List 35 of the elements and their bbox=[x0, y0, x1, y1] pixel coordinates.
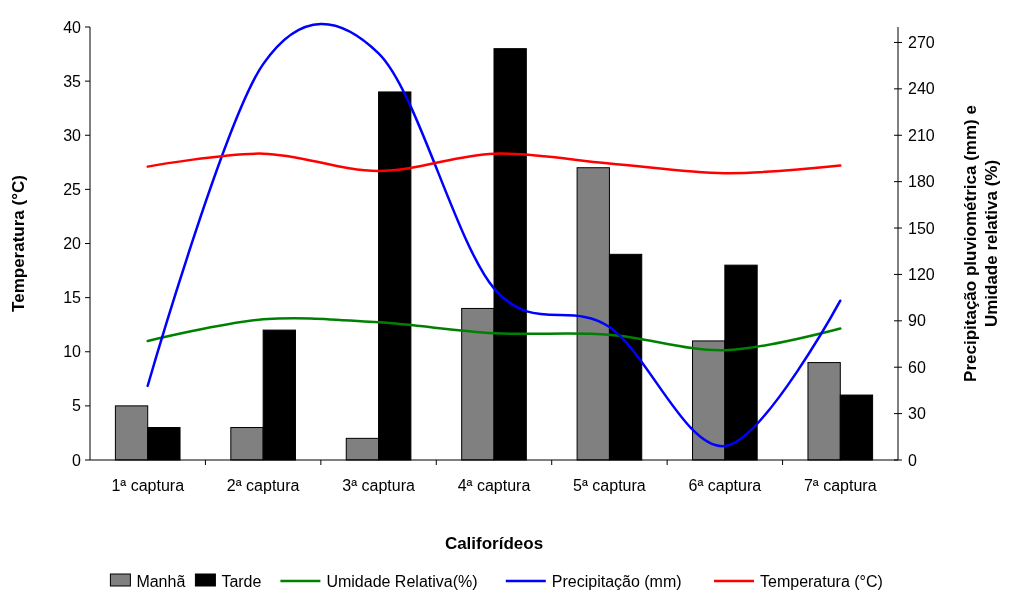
y-tick-label: 20 bbox=[63, 235, 82, 253]
y-tick-label: 0 bbox=[72, 451, 82, 469]
y2-tick-label: 210 bbox=[908, 126, 935, 144]
x-tick-label: 5ª captura bbox=[573, 477, 646, 494]
y2-tick-label: 150 bbox=[908, 219, 935, 237]
y-tick-label: 25 bbox=[63, 180, 82, 198]
x-axis-title: Califorídeos bbox=[444, 534, 544, 553]
y2-tick-label: 270 bbox=[908, 34, 935, 52]
x-tick-label: 1ª captura bbox=[111, 477, 185, 494]
x-tick-label: 6ª captura bbox=[688, 477, 762, 494]
legend-label: Tarde bbox=[221, 573, 262, 590]
x-tick-label: 4ª captura bbox=[457, 477, 531, 494]
y-tick-label: 30 bbox=[63, 126, 82, 144]
y-tick-label: 10 bbox=[63, 343, 82, 361]
legend-label: Umidade Relativa(%) bbox=[326, 573, 478, 590]
y2-tick-label: 120 bbox=[908, 266, 935, 284]
x-tick-label: 7ª captura bbox=[803, 477, 877, 494]
line-series bbox=[146, 152, 842, 175]
y-axis-title: Temperatura (°C) bbox=[9, 175, 28, 312]
legend-label: Precipitação (mm) bbox=[551, 573, 682, 590]
y2-tick-label: 90 bbox=[908, 312, 926, 330]
y2-tick-label: 180 bbox=[908, 173, 935, 191]
y-tick-label: 35 bbox=[63, 72, 82, 90]
x-tick-label: 3ª captura bbox=[342, 477, 415, 494]
legend-label: Manhã bbox=[136, 573, 186, 590]
y2-tick-label: 30 bbox=[908, 405, 926, 423]
y-tick-label: 40 bbox=[63, 18, 82, 36]
y2-tick-label: 0 bbox=[908, 451, 917, 469]
y-tick-label: 15 bbox=[63, 289, 82, 307]
y2-tick-label: 240 bbox=[908, 80, 935, 98]
x-tick-label: 2ª captura bbox=[226, 477, 300, 494]
legend-label: Temperatura (°C) bbox=[760, 573, 883, 590]
y2-axis-title: Precipitação pluviométrica (mm) e Umidade relativa (%) bbox=[961, 105, 1001, 382]
y2-tick-label: 60 bbox=[908, 358, 926, 376]
y-tick-label: 5 bbox=[72, 397, 82, 415]
